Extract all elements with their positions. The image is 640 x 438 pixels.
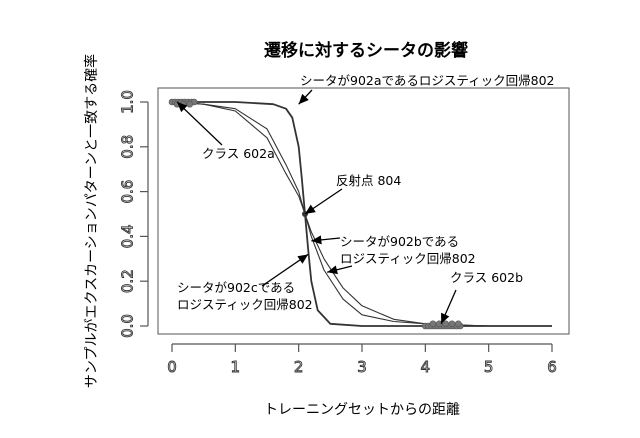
x-ticks: 0 1 2 3 4 5 6 bbox=[167, 344, 557, 376]
x-tick-label: 6 bbox=[547, 358, 557, 376]
cluster-point-2 bbox=[448, 320, 456, 328]
cluster-point-2 bbox=[442, 320, 449, 328]
x-tick-label: 5 bbox=[484, 358, 494, 376]
annotation-class-602a: クラス 602a bbox=[202, 146, 275, 161]
plot-frame bbox=[157, 87, 570, 335]
arrow-series-b-2-head bbox=[327, 265, 338, 275]
annotation-class-602b: クラス 602b bbox=[450, 270, 523, 285]
y-tick-label: 0.0 bbox=[119, 314, 137, 338]
series-line-2 bbox=[171, 101, 552, 327]
y-tick-label: 0.2 bbox=[119, 269, 137, 293]
y-axis-label: サンプルがエクスカーションパターンと一致する確率 bbox=[83, 54, 100, 388]
arrow-layer bbox=[176, 89, 457, 325]
arrow-class-602a-head bbox=[177, 102, 188, 113]
arrow-series-a-head bbox=[298, 93, 309, 105]
annotation-series-c-line2: ロジスティック回帰802 bbox=[177, 297, 313, 312]
chart-title: 遷移に対するシータの影響 bbox=[264, 40, 468, 61]
cluster-layer bbox=[168, 98, 464, 330]
arrow-class-602b-head bbox=[441, 312, 450, 324]
annotation-series-b-line1: シータが902bである bbox=[340, 234, 459, 249]
y-tick-label: 1.0 bbox=[119, 90, 137, 114]
annotation-series-b-line2: ロジスティック回帰802 bbox=[340, 251, 476, 266]
arrow-series-c-head bbox=[297, 254, 309, 264]
y-tick-label: 0.8 bbox=[119, 135, 137, 159]
x-tick-label: 3 bbox=[357, 358, 367, 376]
y-ticks: 0.0 0.2 0.4 0.6 0.8 1.0 bbox=[118, 90, 148, 338]
cluster-point-1 bbox=[186, 100, 194, 108]
arrow-class-602a bbox=[176, 101, 223, 146]
x-tick-label: 1 bbox=[231, 358, 241, 376]
arrow-series-b-head bbox=[311, 235, 322, 245]
y-tick-label: 0.6 bbox=[119, 180, 137, 204]
arrow-inflection-head bbox=[305, 204, 316, 214]
series-line-3 bbox=[171, 101, 552, 327]
cluster-point-2 bbox=[454, 320, 462, 328]
annotation-series-a: シータが902aであるロジスティック回帰802 bbox=[300, 73, 555, 88]
cluster-point-2 bbox=[429, 320, 437, 328]
x-tick-label: 4 bbox=[421, 358, 431, 376]
cluster-point-2 bbox=[435, 320, 443, 328]
annotation-inflection-point: 反射点 804 bbox=[336, 173, 401, 188]
x-tick-label: 0 bbox=[167, 358, 177, 376]
y-tick-label: 0.4 bbox=[119, 224, 137, 248]
annotation-series-c-line1: シータが902cである bbox=[177, 280, 295, 295]
x-axis-label: トレーニングセットからの距離 bbox=[264, 401, 460, 418]
x-tick-label: 2 bbox=[294, 358, 304, 376]
